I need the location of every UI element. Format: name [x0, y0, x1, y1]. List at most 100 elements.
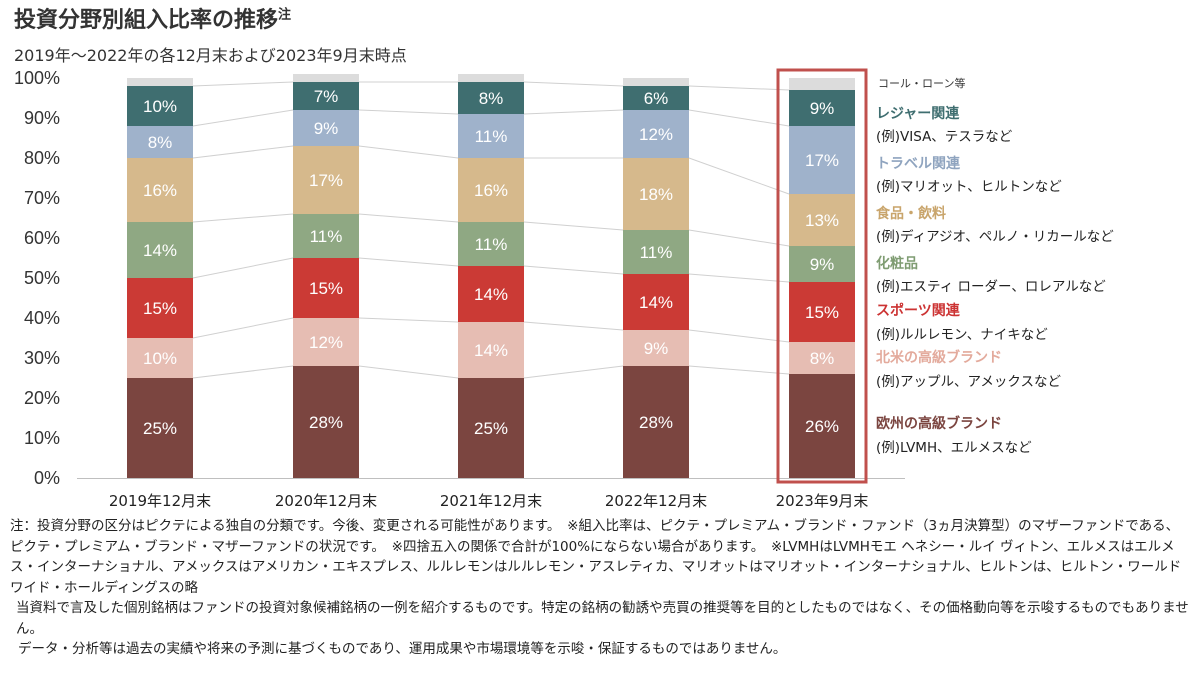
- footnotes: 注：投資分野の区分はピクテによる独自の分類です。今後、変更される可能性があります…: [10, 516, 1190, 660]
- y-axis: 0% 10% 20% 30% 40% 50% 60% 70% 80% 90% 100%: [14, 68, 60, 488]
- legend-example: (例)マリオット、ヒルトンなど: [876, 179, 1062, 195]
- legend-example: (例)ディアジオ、ペルノ・リカールなど: [876, 228, 1114, 245]
- title-text: 投資分野別組入比率の推移: [14, 8, 279, 33]
- bar-segment: [789, 282, 855, 342]
- data-label: 13%: [805, 211, 839, 230]
- connector-line: [688, 85, 790, 91]
- data-label: 6%: [644, 89, 669, 108]
- data-label: 9%: [810, 99, 835, 118]
- bar-segment: [458, 378, 524, 478]
- connector-line: [523, 81, 624, 87]
- connector-line: [192, 145, 294, 159]
- connector-line: [358, 145, 459, 159]
- y-tick-label: 10%: [24, 428, 60, 448]
- data-label: 11%: [640, 243, 673, 262]
- bar-segment: [458, 266, 524, 322]
- connector-line: [523, 109, 624, 115]
- footnote-2: 当資料で言及した個別銘柄はファンドの投資対象候補銘柄の一例を紹介するものです。特…: [16, 600, 1189, 637]
- data-label: 10%: [143, 97, 177, 116]
- connector-line: [358, 213, 459, 223]
- data-label: 8%: [148, 133, 173, 152]
- connector-line: [688, 109, 790, 127]
- data-label: 14%: [143, 241, 177, 260]
- legend-example: (例)アップル、アメックスなど: [876, 374, 1061, 390]
- data-label: 25%: [143, 419, 177, 438]
- x-category-label: 2019年12月末: [109, 492, 211, 510]
- legend-series-name: コール・ローン等: [878, 76, 965, 90]
- legend-example: (例)LVMH、エルメスなど: [876, 440, 1032, 456]
- connector-line: [523, 365, 624, 379]
- data-label: 9%: [314, 119, 339, 138]
- bar-segment: [293, 366, 359, 478]
- bar-segment: [789, 194, 855, 246]
- bar-segment: [789, 90, 855, 126]
- data-label: 16%: [143, 181, 177, 200]
- data-label: 26%: [805, 417, 839, 436]
- bar-segment: [293, 82, 359, 110]
- bar-segment: [623, 366, 689, 478]
- bar-segment: [293, 146, 359, 214]
- page-title: 投資分野別組入比率の推移注: [14, 2, 291, 34]
- connector-line: [688, 329, 790, 343]
- y-tick-label: 60%: [24, 228, 60, 248]
- data-label: 28%: [639, 413, 673, 432]
- data-label: 17%: [309, 171, 343, 190]
- legend-series-name: 食品・飲料: [876, 205, 946, 222]
- connector-line: [192, 109, 294, 127]
- data-label: 17%: [805, 151, 839, 170]
- bar-segment: [293, 318, 359, 366]
- y-tick-label: 80%: [24, 148, 60, 168]
- x-axis: 2019年12月末 2020年12月末 2021年12月末 2022年12月末 2023…: [77, 478, 905, 510]
- connector-line: [688, 365, 790, 375]
- y-tick-label: 50%: [24, 268, 60, 288]
- connector-line: [192, 317, 294, 339]
- bar-segment: [623, 158, 689, 230]
- data-label: 28%: [309, 413, 343, 432]
- y-tick-label: 0%: [34, 468, 60, 488]
- connector-line: [192, 257, 294, 279]
- bar-segment: [127, 126, 193, 158]
- bar-segment: [623, 330, 689, 366]
- data-label: 8%: [479, 89, 504, 108]
- data-label: 14%: [474, 285, 508, 304]
- connector-line: [358, 317, 459, 323]
- title-note-marker: 注: [278, 7, 292, 23]
- connector-line: [688, 157, 790, 195]
- data-label: 9%: [810, 255, 835, 274]
- bar-segment: [127, 378, 193, 478]
- data-label: 9%: [644, 339, 669, 358]
- data-label: 25%: [474, 419, 508, 438]
- data-label: 12%: [309, 333, 343, 352]
- data-label: 8%: [810, 349, 835, 368]
- bar-segment: [127, 278, 193, 338]
- bar-segment: [789, 342, 855, 374]
- y-tick-label: 30%: [24, 348, 60, 368]
- connector-line: [192, 213, 294, 223]
- bar-segment: [458, 222, 524, 266]
- bar-segment: [458, 322, 524, 378]
- legend-example: (例)ルルレモン、ナイキなど: [876, 327, 1048, 343]
- bar-segment: [127, 222, 193, 278]
- bar-segment: [623, 86, 689, 110]
- y-tick-label: 40%: [24, 308, 60, 328]
- data-label: 15%: [143, 299, 177, 318]
- data-label: 16%: [474, 181, 508, 200]
- connector-line: [523, 265, 624, 275]
- data-label: 18%: [639, 185, 673, 204]
- connector-lines: [192, 81, 790, 379]
- bar-segment: [623, 274, 689, 330]
- connector-line: [523, 221, 624, 231]
- bar-segment: [623, 110, 689, 158]
- data-label: 15%: [805, 303, 839, 322]
- bar-segment: [127, 158, 193, 222]
- data-label: 11%: [310, 227, 343, 246]
- stacked-bar-chart: 0% 10% 20% 30% 40% 50% 60% 70% 80% 90% 100% 25% 28%…: [14, 68, 1114, 510]
- bar-segment: [458, 114, 524, 158]
- bar-segment: [458, 158, 524, 222]
- connector-line: [358, 109, 459, 115]
- y-tick-label: 100%: [14, 68, 60, 88]
- legend-series-name: 化粧品: [876, 255, 918, 272]
- data-label: 15%: [309, 279, 343, 298]
- x-category-label: 2022年12月末: [605, 492, 707, 510]
